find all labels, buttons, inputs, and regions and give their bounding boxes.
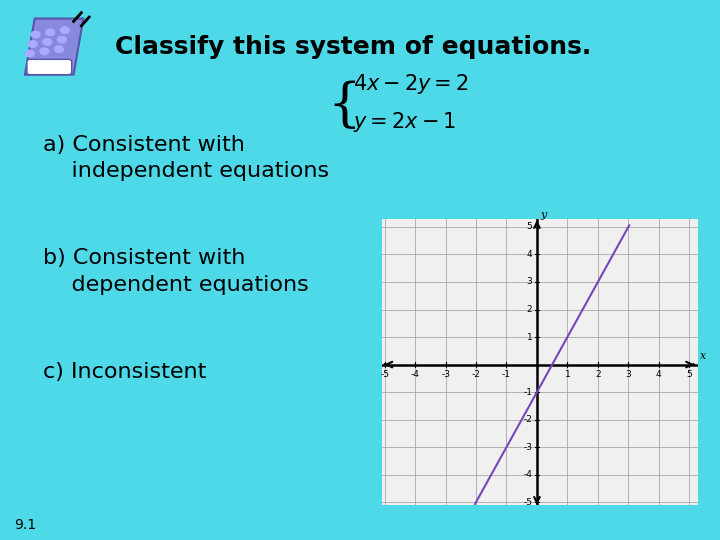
Text: 1: 1 (564, 369, 570, 379)
Text: $4x - 2y = 2$: $4x - 2y = 2$ (353, 72, 469, 96)
Text: 9.1: 9.1 (14, 518, 37, 532)
Text: b) Consistent with
    dependent equations: b) Consistent with dependent equations (43, 248, 309, 295)
Text: 5: 5 (686, 369, 692, 379)
Text: 3: 3 (626, 369, 631, 379)
Circle shape (58, 36, 66, 43)
Text: -1: -1 (523, 388, 532, 396)
Text: -3: -3 (441, 369, 450, 379)
Text: 2: 2 (527, 305, 532, 314)
Text: -4: -4 (523, 470, 532, 479)
Circle shape (40, 48, 49, 55)
Text: 5: 5 (526, 222, 532, 232)
Circle shape (46, 29, 55, 36)
Polygon shape (25, 18, 84, 75)
Text: 2: 2 (595, 369, 600, 379)
Text: 3: 3 (526, 278, 532, 287)
Text: {: { (328, 80, 361, 131)
Circle shape (28, 40, 37, 48)
Text: -4: -4 (410, 369, 420, 379)
Text: -2: -2 (523, 415, 532, 424)
Text: -1: -1 (502, 369, 511, 379)
Text: -2: -2 (472, 369, 480, 379)
Circle shape (31, 31, 40, 38)
FancyBboxPatch shape (27, 59, 72, 75)
Text: 4: 4 (656, 369, 662, 379)
Text: 4: 4 (527, 250, 532, 259)
Text: -3: -3 (523, 443, 532, 451)
Circle shape (60, 27, 69, 33)
Text: x: x (700, 351, 706, 361)
Text: -5: -5 (523, 498, 532, 507)
Text: c) Inconsistent: c) Inconsistent (43, 362, 207, 382)
Circle shape (43, 38, 52, 45)
Text: -5: -5 (380, 369, 389, 379)
Circle shape (25, 50, 35, 57)
Text: Classify this system of equations.: Classify this system of equations. (115, 35, 591, 59)
Text: y: y (541, 210, 547, 220)
Circle shape (55, 46, 63, 52)
Text: a) Consistent with
    independent equations: a) Consistent with independent equations (43, 135, 329, 181)
Text: $y = 2x - 1$: $y = 2x - 1$ (353, 110, 456, 133)
Text: 1: 1 (526, 333, 532, 341)
